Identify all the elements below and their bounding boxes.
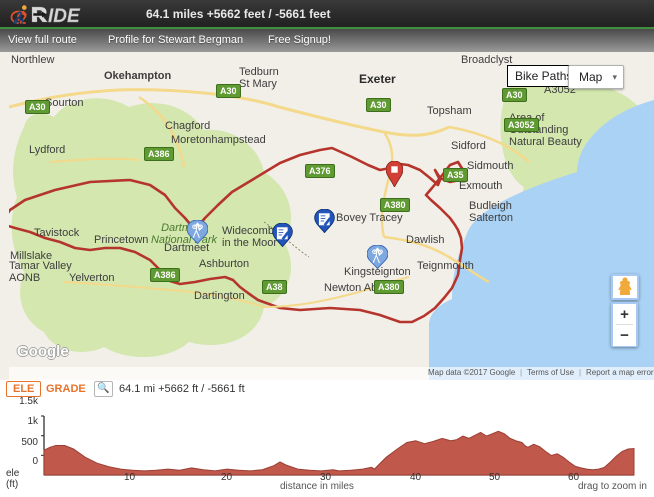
svg-text:IDE: IDE [48, 6, 81, 26]
